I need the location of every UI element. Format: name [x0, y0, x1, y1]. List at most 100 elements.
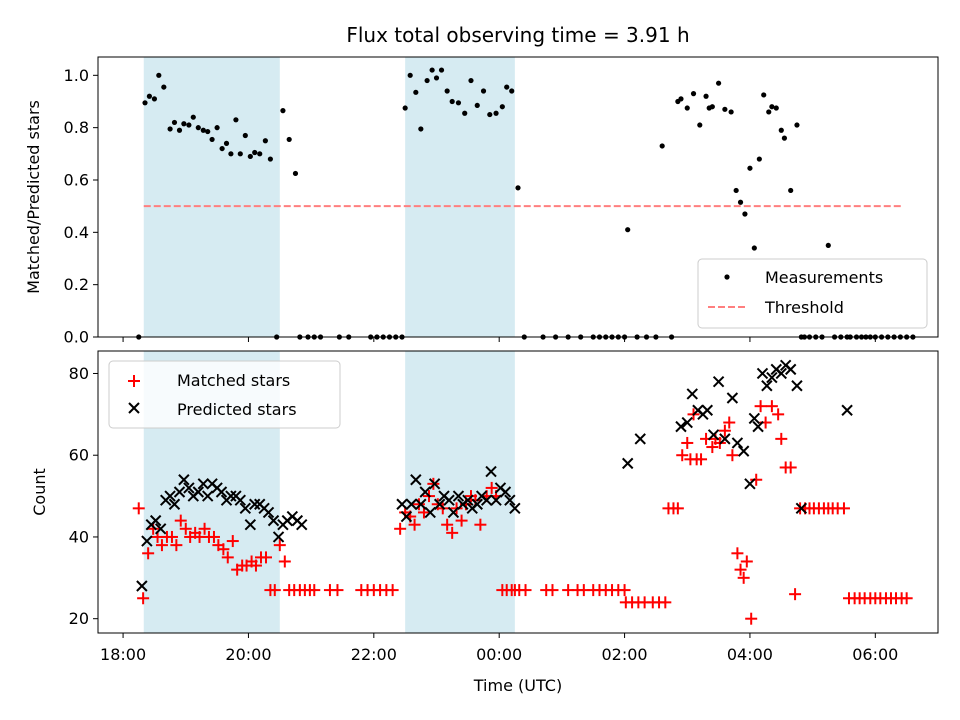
- matched-star-marker: [408, 518, 421, 531]
- predicted-star-marker: [168, 498, 181, 510]
- predicted-star-marker: [795, 502, 808, 515]
- predicted-star-marker: [712, 375, 725, 388]
- measurement-point: [794, 122, 800, 128]
- matched-star-marker: [226, 535, 239, 548]
- measurement-point: [462, 110, 468, 116]
- matched-star-marker: [784, 461, 797, 474]
- matched-star-marker: [900, 592, 913, 605]
- measurement-point: [703, 93, 709, 99]
- measurement-point: [678, 96, 684, 102]
- measurement-point: [751, 245, 757, 251]
- predicted-star-marker: [183, 482, 195, 494]
- measurement-point: [493, 110, 499, 116]
- measurement-point: [418, 126, 424, 132]
- measurement-point: [756, 156, 762, 162]
- measurement-point: [625, 227, 631, 233]
- bottom-legend: Matched stars Predicted stars: [108, 360, 341, 429]
- measurement-point: [161, 84, 167, 90]
- x-tick-label: 02:00: [602, 645, 648, 664]
- predicted-star-marker: [452, 490, 465, 502]
- legend-matched-marker: [128, 375, 140, 387]
- matched-star-marker: [249, 559, 262, 572]
- predicted-star-marker: [719, 433, 731, 445]
- matched-star-marker: [386, 584, 399, 597]
- top-y-tick-label: 0.8: [64, 118, 89, 137]
- matched-star-marker: [474, 518, 487, 531]
- predicted-star-marker: [415, 498, 427, 510]
- predicted-star-marker: [154, 523, 167, 535]
- predicted-star-marker: [296, 518, 308, 531]
- predicted-star-marker: [244, 518, 257, 531]
- predicted-star-marker: [433, 498, 446, 510]
- predicted-star-marker: [737, 445, 750, 457]
- top-legend: Measurements Threshold: [697, 258, 928, 329]
- matched-star-marker: [165, 530, 178, 543]
- measurement-point: [747, 165, 753, 171]
- bottom-y-tick-label: 80: [69, 364, 89, 383]
- measurement-point: [257, 151, 263, 157]
- matched-star-marker: [221, 551, 234, 564]
- predicted-star-marker: [405, 498, 418, 510]
- measurement-point: [504, 84, 510, 90]
- x-tick-label: 00:00: [476, 645, 522, 664]
- predicted-star-marker: [267, 514, 280, 527]
- predicted-star-marker: [499, 486, 512, 498]
- measurement-point: [474, 102, 480, 109]
- measurement-point: [237, 151, 243, 157]
- matched-star-marker: [174, 514, 187, 527]
- measurement-point: [722, 106, 728, 112]
- matched-star-marker: [132, 502, 145, 515]
- predicted-star-marker: [485, 465, 497, 478]
- matched-star-marker: [671, 502, 684, 515]
- matched-star-marker: [142, 547, 155, 560]
- measurement-point: [449, 98, 455, 105]
- measurement-point: [167, 126, 173, 132]
- shaded-interval-0: [143, 57, 280, 337]
- matched-star-marker: [731, 547, 744, 560]
- predicted-star-marker: [136, 580, 148, 592]
- matched-stars-points: [132, 400, 913, 625]
- matched-star-marker: [441, 518, 454, 531]
- predicted-star-marker: [761, 380, 773, 392]
- top-y-tick-label: 0.2: [64, 275, 89, 294]
- predicted-star-marker: [462, 494, 474, 506]
- matched-star-marker: [485, 481, 498, 494]
- measurement-point: [181, 121, 187, 127]
- measurement-point: [292, 170, 299, 177]
- measurement-point: [252, 149, 258, 156]
- measurement-point: [209, 136, 215, 143]
- measurement-point: [195, 125, 201, 131]
- matched-star-marker: [446, 526, 459, 539]
- measurement-point: [733, 187, 739, 194]
- measurement-point: [286, 136, 292, 143]
- matched-star-marker: [278, 555, 291, 568]
- matched-star-marker: [681, 436, 694, 449]
- bottom-legend-box: [108, 360, 341, 429]
- measurement-point: [233, 117, 239, 123]
- measurement-point: [773, 105, 779, 111]
- predicted-star-marker: [707, 429, 720, 441]
- predicted-star-marker: [192, 486, 205, 498]
- measurement-point: [146, 93, 153, 99]
- predicted-star-marker: [234, 494, 247, 506]
- measurement-point: [769, 104, 775, 110]
- predicted-star-marker: [424, 506, 436, 519]
- x-axis-label: Time (UTC): [473, 676, 562, 695]
- measurement-point: [788, 187, 794, 194]
- top-panel: 0.0 0.2 0.4 0.6 0.8 1.0 Matched/Predicted sta…: [24, 56, 939, 347]
- matched-star-marker: [740, 555, 753, 568]
- measurement-point: [825, 242, 831, 249]
- top-y-tick-label: 0.4: [64, 223, 89, 242]
- matched-star-marker: [765, 400, 778, 413]
- predicted-star-marker: [756, 367, 769, 380]
- predicted-star-marker: [239, 502, 252, 515]
- predicted-stars-points: [136, 359, 853, 592]
- matched-star-marker: [659, 596, 672, 609]
- matched-star-marker: [546, 584, 559, 597]
- measurement-point: [267, 156, 273, 162]
- measurement-point: [176, 127, 183, 133]
- predicted-star-marker: [428, 478, 441, 490]
- top-y-tick-label: 0.6: [64, 170, 89, 189]
- predicted-star-marker: [748, 412, 761, 425]
- matched-star-marker: [268, 584, 281, 597]
